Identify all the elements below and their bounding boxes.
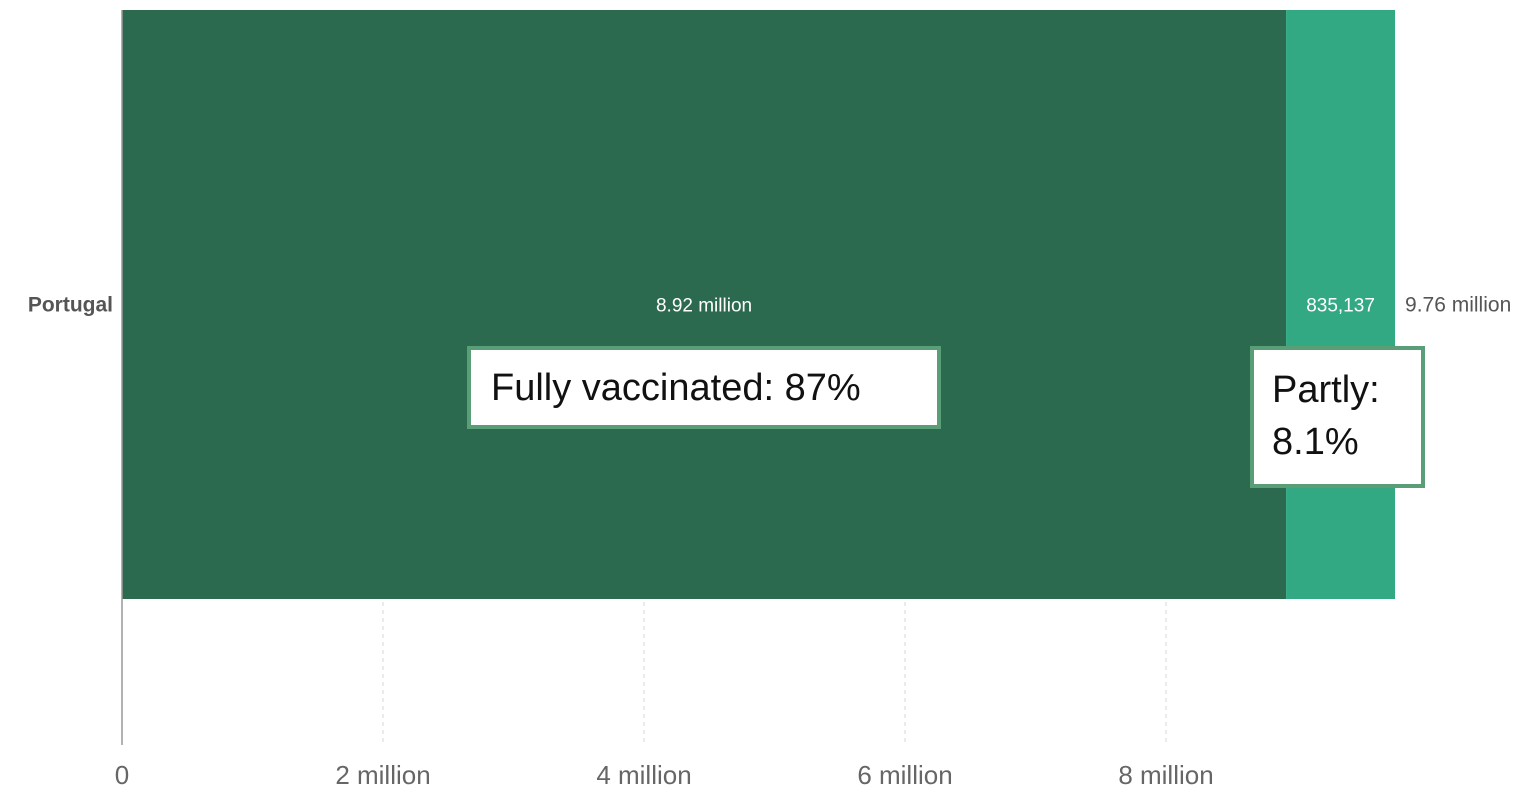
x-axis-ticks: 0 2 million 4 million 6 million 8 million <box>115 760 1214 788</box>
fully-vaccinated-callout-text: Fully vaccinated: 87% <box>491 367 861 409</box>
x-tick-label: 0 <box>115 760 129 788</box>
partly-vaccinated-callout: Partly: 8.1% <box>1250 346 1425 488</box>
bar-value-label-partly: 835,137 <box>1306 296 1375 317</box>
category-label: Portugal <box>28 294 113 317</box>
fully-vaccinated-callout: Fully vaccinated: 87% <box>467 346 941 429</box>
bar-segment-fully-vaccinated <box>122 10 1287 599</box>
x-tick-label: 8 million <box>1118 760 1213 788</box>
bars <box>122 10 1396 599</box>
bar-total-label: 9.76 million <box>1405 294 1511 317</box>
x-tick-label: 4 million <box>596 760 691 788</box>
bar-value-label-fully: 8.92 million <box>656 296 752 317</box>
labels: 8.92 million 835,137 9.76 million Portugal <box>28 294 1511 317</box>
bar-segment-partly-vaccinated <box>1286 10 1396 599</box>
x-tick-label: 6 million <box>857 760 952 788</box>
partly-vaccinated-callout-text: Partly: 8.1% <box>1272 369 1380 463</box>
x-tick-label: 2 million <box>335 760 430 788</box>
